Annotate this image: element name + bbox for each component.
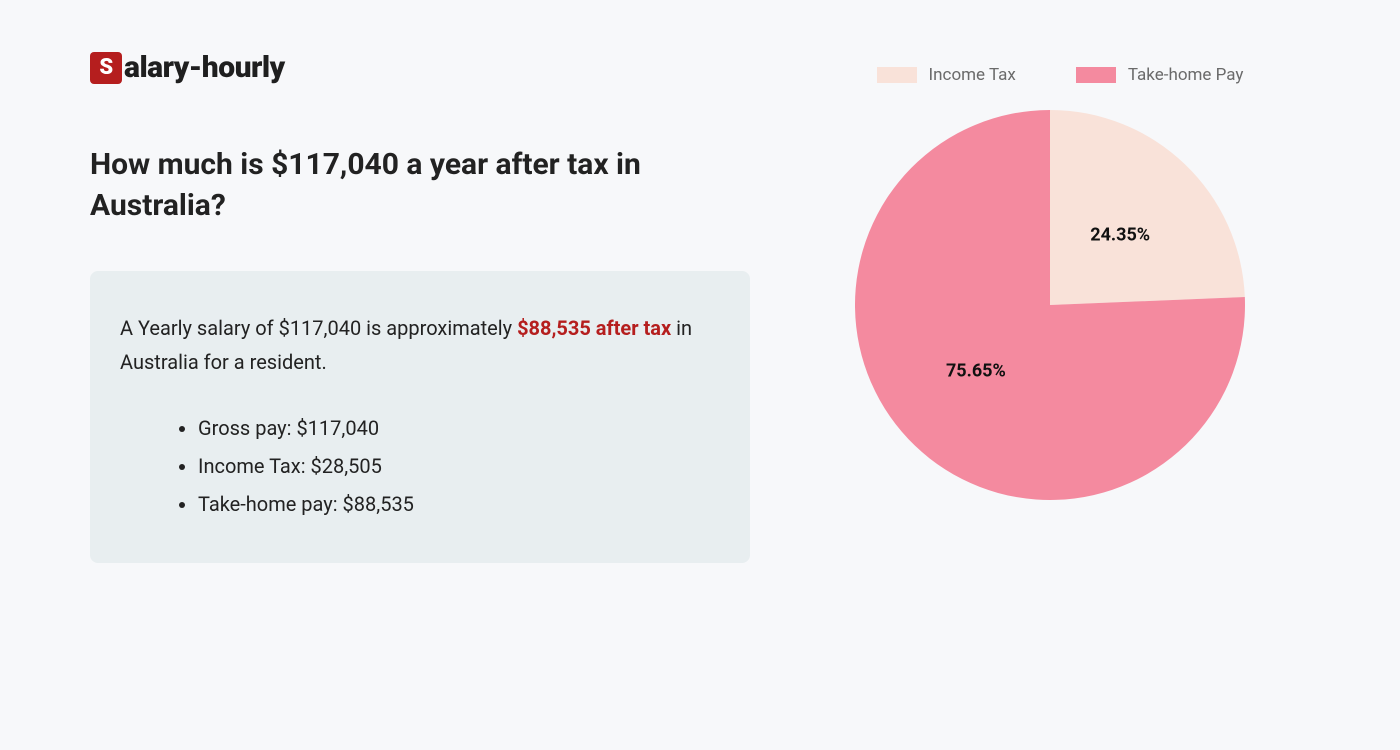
pie-chart: 24.35% 75.65% [855,110,1245,500]
legend-label-takehome: Take-home Pay [1128,65,1244,85]
pie-label-takehome: 75.65% [946,361,1006,382]
summary-prefix: A Yearly salary of $117,040 is approxima… [120,316,517,340]
pie-slice-income-tax [1050,110,1245,305]
bullet-tax: Income Tax: $28,505 [198,447,710,485]
summary-box: A Yearly salary of $117,040 is approxima… [90,271,750,563]
logo-icon: S [90,52,122,84]
logo: Salary-hourly [90,50,750,85]
page-heading: How much is $117,040 a year after tax in… [90,145,710,226]
summary-bullets: Gross pay: $117,040 Income Tax: $28,505 … [120,409,710,523]
summary-highlight: $88,535 after tax [517,316,671,340]
pie-svg [855,110,1245,500]
summary-text: A Yearly salary of $117,040 is approxima… [120,311,710,379]
bullet-takehome: Take-home pay: $88,535 [198,485,710,523]
logo-text: alary-hourly [124,50,285,85]
legend-item-takehome: Take-home Pay [1076,65,1244,85]
bullet-gross: Gross pay: $117,040 [198,409,710,447]
chart-legend: Income Tax Take-home Pay [877,65,1244,85]
legend-label-income-tax: Income Tax [929,65,1016,85]
legend-swatch-takehome [1076,67,1116,83]
legend-swatch-income-tax [877,67,917,83]
legend-item-income-tax: Income Tax [877,65,1016,85]
pie-label-income-tax: 24.35% [1090,224,1150,245]
